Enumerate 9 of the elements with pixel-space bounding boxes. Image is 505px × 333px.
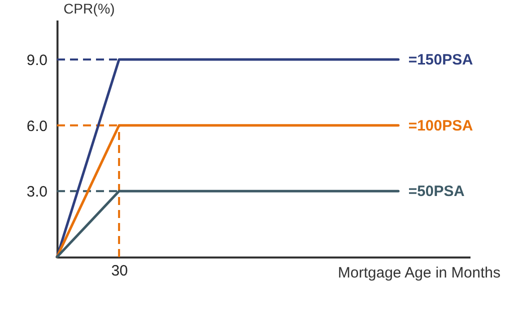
series-label: =150PSA	[408, 52, 474, 68]
y-axis-title: CPR(%)	[64, 0, 115, 16]
y-tick-label: 6.0	[26, 118, 48, 135]
series-label: =100PSA	[408, 117, 474, 134]
x-axis-title: Mortgage Age in Months	[338, 264, 500, 282]
y-tick-label: 9.0	[26, 52, 48, 69]
x-tick-label: 30	[111, 262, 128, 280]
series-label: =50PSA	[408, 183, 465, 200]
y-tick-label: 3.0	[26, 184, 48, 201]
